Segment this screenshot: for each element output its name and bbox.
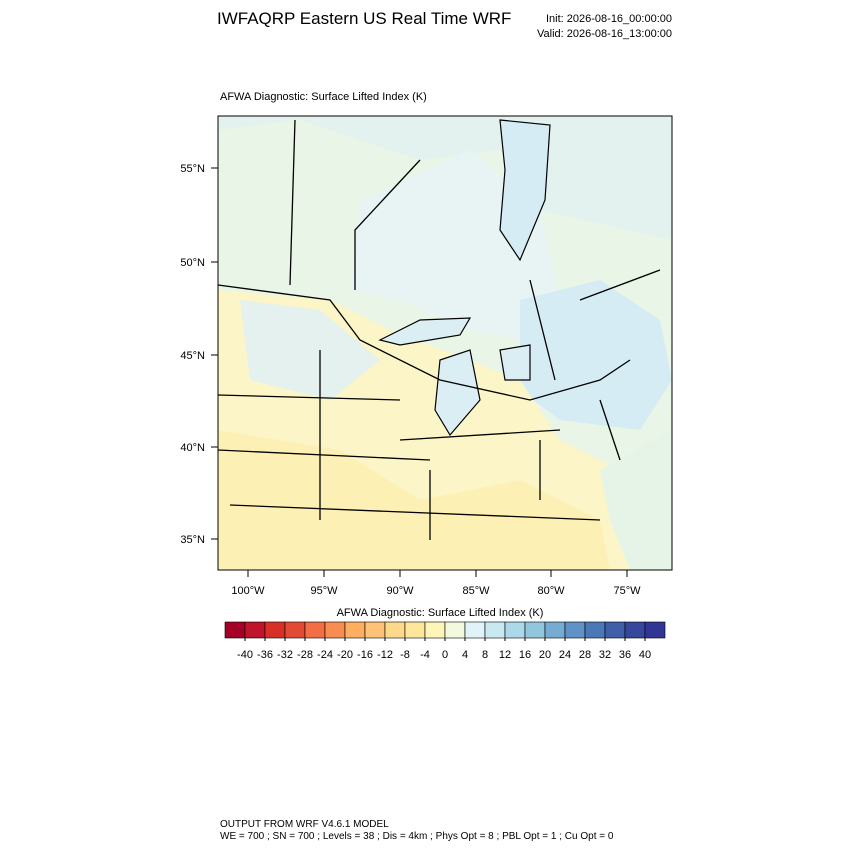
plains-field bbox=[240, 300, 380, 400]
colorbar-tick-label: -16 bbox=[357, 649, 373, 661]
lat-label: 55°N bbox=[180, 163, 205, 175]
colorbar-cell bbox=[564, 621, 586, 639]
colorbar-tick-label: -40 bbox=[237, 649, 253, 661]
colorbar-cell bbox=[424, 621, 446, 639]
colorbar-cell bbox=[384, 621, 406, 639]
lon-label: 75°W bbox=[613, 585, 641, 597]
colorbar-cell bbox=[304, 621, 326, 639]
colorbar-tick-label: -24 bbox=[317, 649, 333, 661]
footer-config: WE = 700 ; SN = 700 ; Levels = 38 ; Dis … bbox=[220, 831, 614, 842]
colorbar-cell bbox=[404, 621, 426, 639]
colorbar-cell bbox=[244, 621, 266, 639]
colorbar-tick-label: 24 bbox=[559, 649, 571, 661]
colorbar-tick-label: 0 bbox=[442, 649, 448, 661]
colorbar-cell bbox=[264, 621, 286, 639]
colorbar-tick-label: -20 bbox=[337, 649, 353, 661]
map-title: AFWA Diagnostic: Surface Lifted Index (K… bbox=[220, 91, 427, 103]
colorbar-tick-label: 16 bbox=[519, 649, 531, 661]
ocean bbox=[600, 430, 672, 570]
james-bay bbox=[499, 119, 551, 262]
colorbar-cell bbox=[464, 621, 486, 639]
colorbar-cell bbox=[504, 621, 526, 639]
init-time: Init: 2026-08-16_00:00:00 bbox=[546, 13, 672, 25]
lon-label: 90°W bbox=[386, 585, 414, 597]
colorbar-tick-label: -12 bbox=[377, 649, 393, 661]
lake-superior bbox=[378, 317, 472, 346]
valid-time: Valid: 2026-08-16_13:00:00 bbox=[537, 28, 672, 40]
colorbar-tick-label: 36 bbox=[619, 649, 631, 661]
colorbar-cell bbox=[484, 621, 506, 639]
colorbar-cell bbox=[604, 621, 626, 639]
north-field bbox=[218, 116, 672, 240]
colorbar-tick-label: 8 bbox=[482, 649, 488, 661]
lake-michigan bbox=[434, 349, 481, 437]
colorbar-tick-label: -8 bbox=[400, 649, 410, 661]
colorbar-cell bbox=[224, 621, 246, 639]
colorbar-tick-label: 12 bbox=[499, 649, 511, 661]
lat-label: 45°N bbox=[180, 350, 205, 362]
colorbar-title: AFWA Diagnostic: Surface Lifted Index (K… bbox=[337, 607, 544, 619]
map-frame bbox=[217, 115, 673, 571]
title: IWFAQRP Eastern US Real Time WRF bbox=[217, 9, 511, 28]
colorbar-tick-label: 40 bbox=[639, 649, 651, 661]
borders bbox=[218, 119, 661, 540]
colorbar-cell bbox=[324, 621, 346, 639]
colorbar-tick-label: 28 bbox=[579, 649, 591, 661]
colorbar-cell bbox=[544, 621, 566, 639]
colorbar-cell bbox=[584, 621, 606, 639]
lon-label: 100°W bbox=[231, 585, 265, 597]
footer-model: OUTPUT FROM WRF V4.6.1 MODEL bbox=[220, 819, 389, 830]
colorbar-tick-label: 4 bbox=[462, 649, 468, 661]
warm-field bbox=[218, 430, 610, 570]
colorbar-cell bbox=[444, 621, 466, 639]
map-field bbox=[218, 116, 672, 570]
colorbar-cell bbox=[624, 621, 646, 639]
colorbar-tick-label: -36 bbox=[257, 649, 273, 661]
lake-huron bbox=[499, 344, 531, 381]
lat-label: 35°N bbox=[180, 534, 205, 546]
colorbar-cell bbox=[344, 621, 366, 639]
lat-label: 50°N bbox=[180, 257, 205, 269]
colorbar-cell bbox=[644, 621, 666, 639]
colorbar-tick-label: 32 bbox=[599, 649, 611, 661]
colorbar-cell bbox=[284, 621, 306, 639]
lon-label: 95°W bbox=[310, 585, 338, 597]
colorbar-tick-label: -28 bbox=[297, 649, 313, 661]
colorbar-tick-label: -4 bbox=[420, 649, 430, 661]
lon-label: 85°W bbox=[462, 585, 490, 597]
colorbar-cell bbox=[524, 621, 546, 639]
lon-label: 80°W bbox=[537, 585, 565, 597]
colorbar-tick-label: -32 bbox=[277, 649, 293, 661]
colorbar-tick-label: 20 bbox=[539, 649, 551, 661]
lat-label: 40°N bbox=[180, 442, 205, 454]
colorbar-cell bbox=[364, 621, 386, 639]
